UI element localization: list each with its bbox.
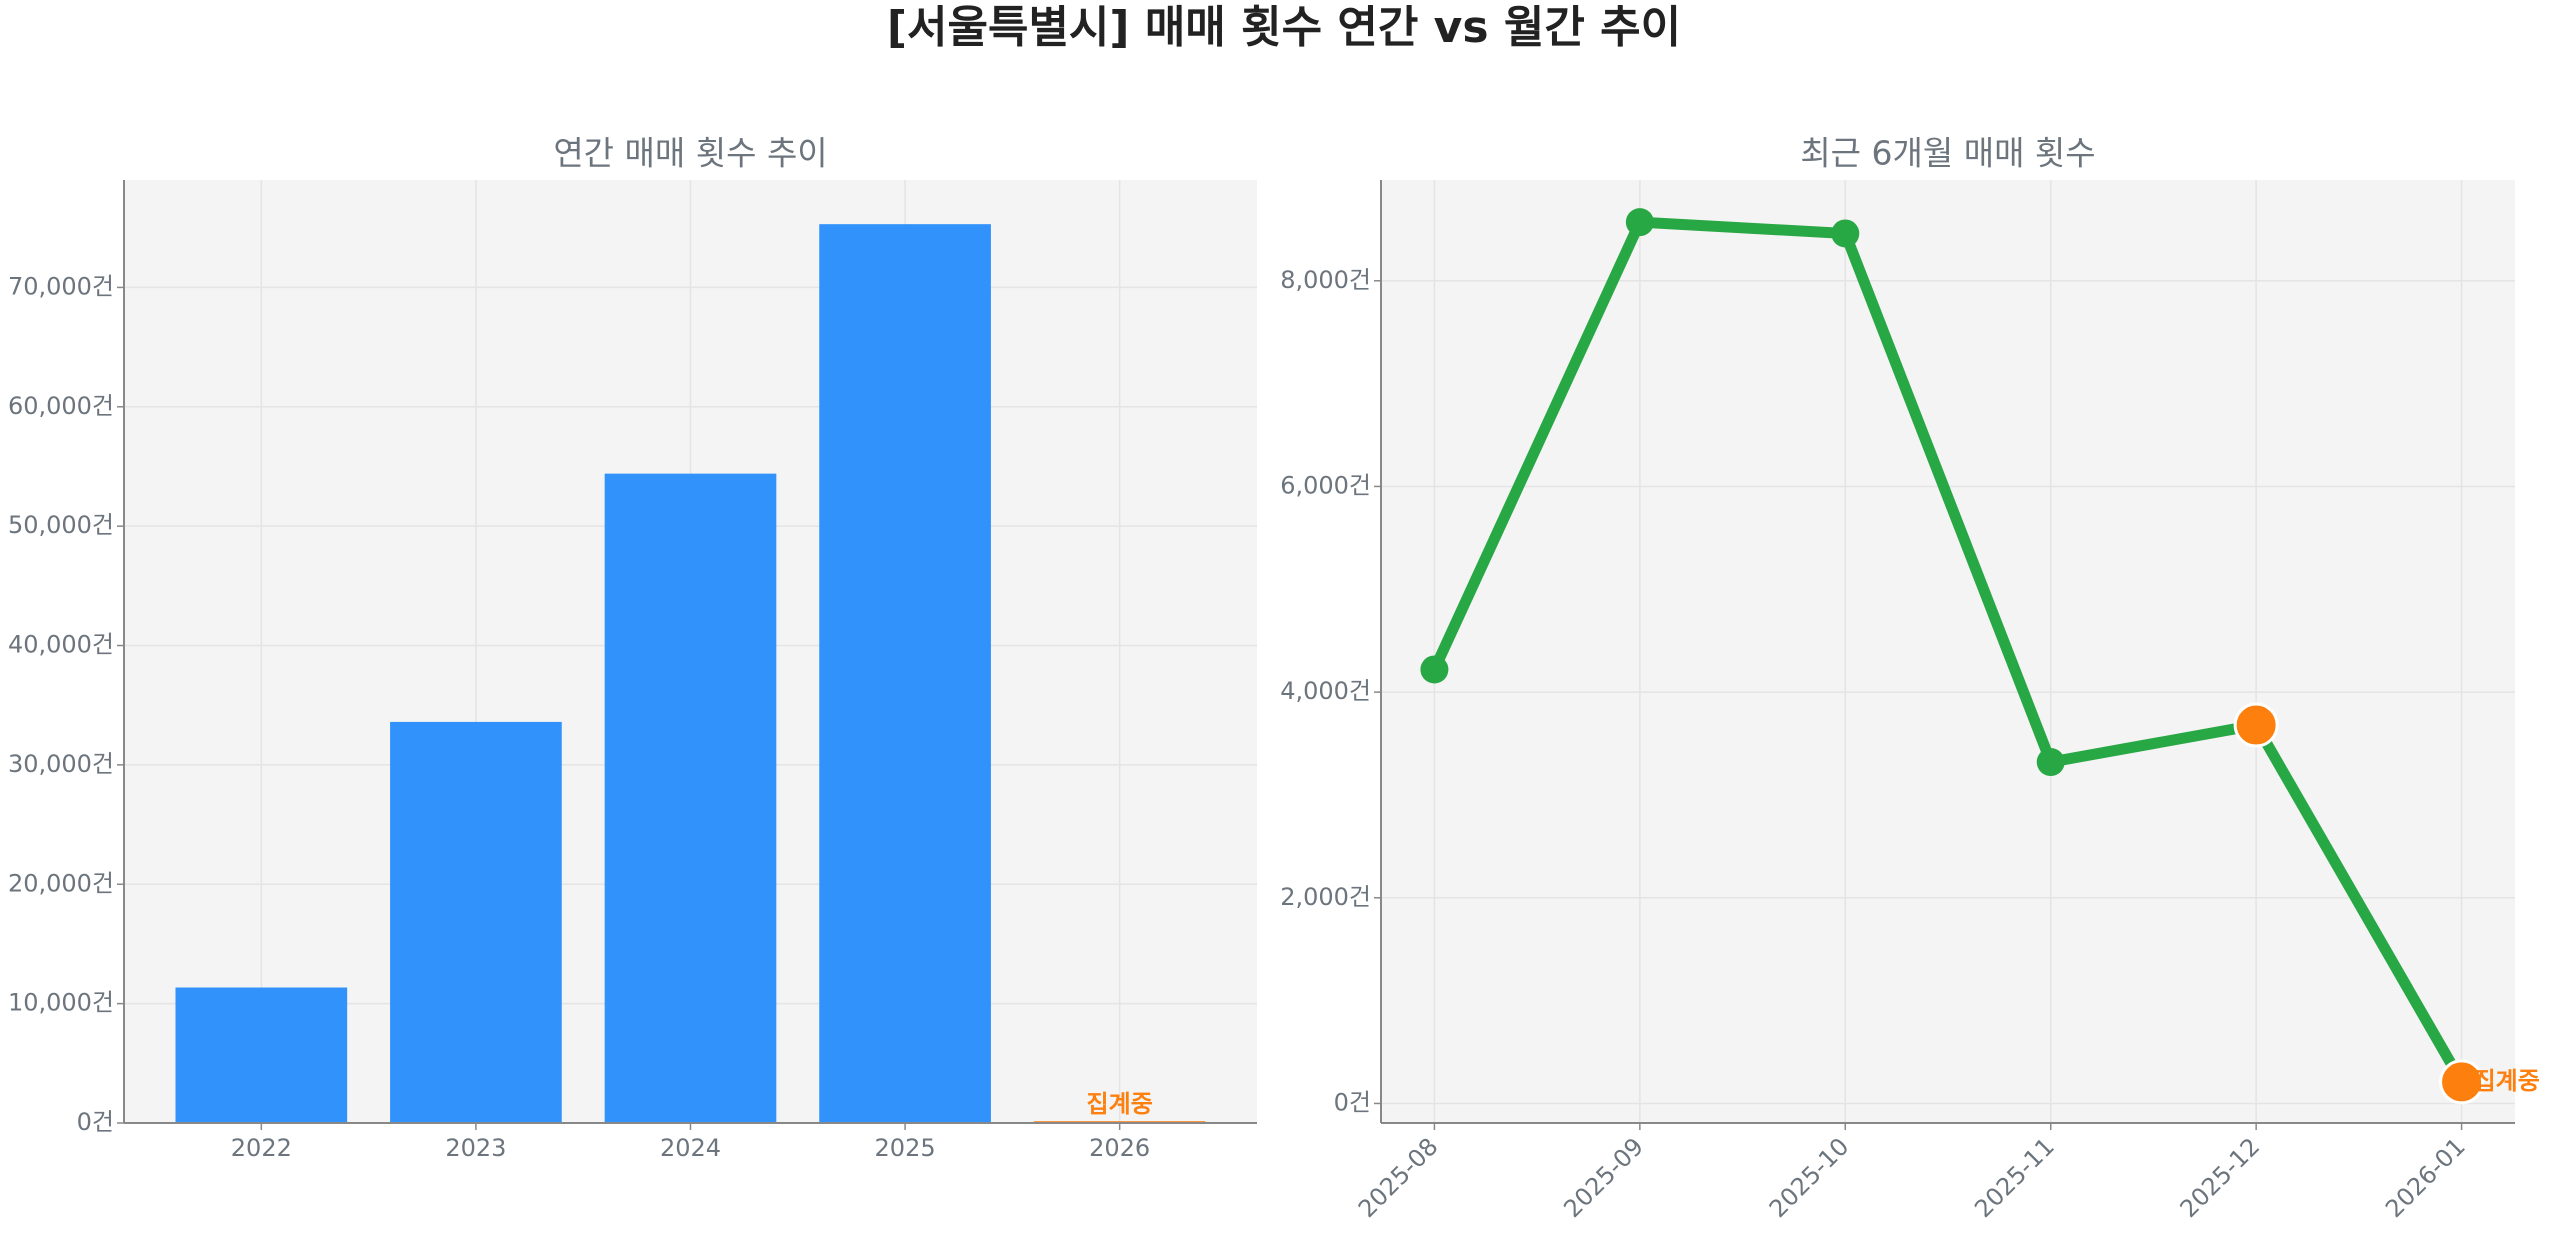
point bbox=[1420, 655, 1449, 684]
y-tick-label: 70,000건 bbox=[8, 272, 114, 300]
y-tick-label: 60,000건 bbox=[8, 392, 114, 420]
plot-area bbox=[1381, 180, 2515, 1123]
point bbox=[2036, 748, 2065, 777]
subplot-title: 연간 매매 횟수 추이 bbox=[553, 134, 827, 173]
y-tick-label: 50,000건 bbox=[8, 511, 114, 539]
x-tick-label: 2025-10 bbox=[1764, 1132, 1855, 1223]
x-tick-label: 2025-08 bbox=[1353, 1132, 1444, 1223]
bar bbox=[819, 224, 991, 1123]
x-tick-label: 2025-11 bbox=[1969, 1132, 2060, 1223]
bar bbox=[390, 721, 562, 1123]
bar bbox=[604, 473, 777, 1123]
annotation: 집계중 bbox=[2474, 1067, 2540, 1095]
x-tick-label: 2024 bbox=[660, 1134, 721, 1162]
annotation: 집계중 bbox=[1087, 1090, 1153, 1118]
y-tick-label: 4,000건 bbox=[1280, 677, 1371, 705]
y-tick-label: 8,000건 bbox=[1280, 266, 1371, 294]
x-tick-label: 2025-12 bbox=[2175, 1132, 2266, 1223]
x-tick-label: 2026-01 bbox=[2380, 1132, 2471, 1223]
y-tick-label: 20,000건 bbox=[8, 869, 114, 897]
y-tick-label: 0건 bbox=[77, 1108, 114, 1136]
y-tick-label: 40,000건 bbox=[8, 631, 114, 659]
x-tick-label: 2025 bbox=[875, 1134, 936, 1162]
point bbox=[2233, 702, 2279, 748]
point bbox=[1831, 219, 1860, 248]
bar bbox=[175, 987, 348, 1123]
point bbox=[1625, 208, 1654, 237]
x-tick-label: 2026 bbox=[1089, 1134, 1150, 1162]
y-tick-label: 6,000건 bbox=[1280, 471, 1371, 499]
y-tick-label: 0건 bbox=[1334, 1088, 1371, 1116]
x-tick-label: 2022 bbox=[231, 1134, 292, 1162]
y-tick-label: 2,000건 bbox=[1280, 883, 1371, 911]
subplot-title: 최근 6개월 매매 횟수 bbox=[1800, 134, 2095, 173]
point bbox=[2439, 1059, 2485, 1105]
x-tick-label: 2025-09 bbox=[1558, 1132, 1649, 1223]
y-tick-label: 30,000건 bbox=[8, 750, 114, 778]
page-title: [서울특별시] 매매 횟수 연간 vs 월간 추이 bbox=[887, 2, 1681, 53]
x-tick-label: 2023 bbox=[445, 1134, 506, 1162]
line bbox=[1429, 216, 2467, 1085]
y-tick-label: 10,000건 bbox=[8, 989, 114, 1017]
